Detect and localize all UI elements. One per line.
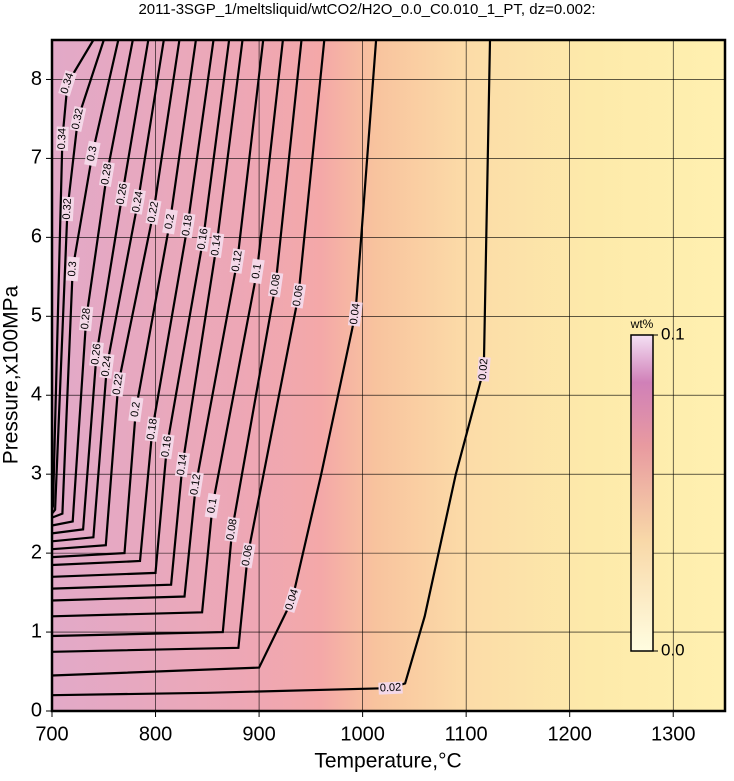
contour-label: 0.06 — [240, 544, 255, 567]
contour-label: 0.04 — [348, 303, 363, 326]
contour-label: 0.32 — [70, 107, 86, 130]
y-tick-label: 5 — [31, 305, 42, 327]
x-tick-label: 900 — [242, 723, 275, 745]
contour-label: 0.16 — [159, 435, 174, 458]
contour-label: 0.08 — [268, 273, 283, 296]
contour-label-bg — [204, 492, 221, 519]
contour-label: 0.08 — [225, 518, 240, 541]
contour-label-bg — [144, 416, 161, 442]
contour-label: 0.16 — [196, 227, 211, 250]
y-axis-label: Pressure,x100MPa — [0, 285, 23, 464]
contour-label-bg — [89, 341, 104, 367]
contour-label-bg — [84, 140, 101, 167]
x-tick-label: 700 — [35, 723, 68, 745]
contour-label-bg — [229, 248, 246, 274]
contour-label-bg — [159, 433, 175, 460]
contour-label: 0.3 — [66, 261, 79, 277]
contour-label: 0.14 — [209, 234, 224, 257]
contour-label-bg — [195, 226, 211, 252]
y-tick-label: 3 — [31, 462, 42, 484]
y-tick-label: 7 — [31, 147, 42, 169]
colorbar-label: wt% — [630, 317, 654, 331]
x-tick-label: 1200 — [547, 723, 592, 745]
contour-label-bg — [128, 396, 144, 423]
colorbar — [630, 334, 654, 652]
contour-label-bg — [282, 586, 302, 613]
plot-background — [52, 40, 725, 711]
contour-label: 0.18 — [180, 214, 195, 237]
contour-label-bg — [347, 301, 363, 327]
chart-title: 2011-3SGP_1/meltsliquid/wtCO2/H2O_0.0_C0… — [138, 1, 595, 18]
contour-label-bg — [110, 371, 126, 397]
x-tick-label: 1300 — [651, 723, 696, 745]
contour-line — [51, 39, 492, 697]
contour-label: 0.2 — [129, 401, 143, 418]
contour-label-bg — [98, 161, 115, 188]
contour-label-bg — [188, 471, 204, 498]
y-tick-label: 0 — [31, 699, 42, 721]
contour-label-bg — [55, 126, 69, 151]
contour-label: 0.26 — [115, 182, 130, 205]
contour-label: 0.24 — [99, 355, 114, 378]
contour-label: 0.26 — [89, 343, 103, 366]
x-tick-label: 800 — [139, 723, 172, 745]
contour-label: 0.34 — [56, 128, 69, 150]
contour-label: 0.22 — [146, 200, 162, 223]
contour-label: 0.06 — [291, 284, 306, 307]
y-tick-label: 2 — [31, 541, 42, 563]
x-axis-label: Temperature,°C — [314, 750, 461, 773]
contour-label: 0.12 — [230, 250, 245, 273]
contour-label-bg — [174, 452, 191, 478]
contour-label-bg — [476, 356, 491, 382]
plot-layer: 700 800 900 1000 1100 1200 1300 0 1 2 3 4 5 6 7 8 0.02 0.… — [31, 38, 727, 745]
contour-label: 0.3 — [85, 145, 100, 162]
contour-label-bg — [290, 283, 307, 309]
contour-label-bg — [162, 208, 178, 235]
contour-label-bg — [99, 353, 115, 379]
contour-label: 0.02 — [477, 358, 491, 380]
contour-label: 0.12 — [188, 473, 203, 496]
contour-label-bg — [79, 306, 94, 332]
colorbar-tick-label: 0.1 — [661, 324, 685, 343]
contour-label-bg — [65, 256, 80, 282]
contour-label: 0.28 — [79, 307, 93, 329]
y-tick-label: 6 — [31, 226, 42, 248]
contour-label-bg — [179, 212, 196, 239]
x-tick-label: 1100 — [445, 723, 488, 745]
contour-line — [51, 39, 378, 677]
y-tick-label: 4 — [31, 384, 42, 406]
y-tick-label: 1 — [31, 620, 42, 642]
contour-label-bg — [224, 516, 240, 543]
colorbar-tick-label: 0.0 — [661, 640, 685, 659]
contour-label-bg — [378, 681, 403, 695]
contour-label: 0.1 — [250, 263, 264, 280]
x-tick-label: 1000 — [340, 723, 385, 745]
contour-label: 0.18 — [145, 418, 160, 441]
contour-label-bg — [69, 105, 87, 132]
contour-label-bg — [129, 188, 146, 215]
contour-label: 0.14 — [175, 453, 190, 476]
contour-label: 0.1 — [205, 497, 219, 514]
y-tick-label: 8 — [31, 68, 42, 90]
contour-label-bg — [239, 542, 256, 569]
contour-label-bg — [209, 232, 225, 258]
contour-label: 0.32 — [61, 198, 74, 220]
contour-label: 0.2 — [163, 213, 177, 230]
contour-label-bg — [114, 181, 131, 207]
plot-frame — [50, 38, 727, 713]
contour-label-bg — [60, 196, 75, 222]
contour-label-bg — [58, 70, 77, 97]
contour-label: 0.02 — [380, 682, 402, 695]
contour-label-bg — [145, 199, 162, 225]
contour-label: 0.22 — [111, 373, 126, 396]
contour-label: 0.24 — [130, 190, 146, 213]
contour-label: 0.28 — [99, 163, 114, 186]
contour-label-bg — [268, 271, 284, 298]
contour-label-bg — [249, 258, 265, 285]
